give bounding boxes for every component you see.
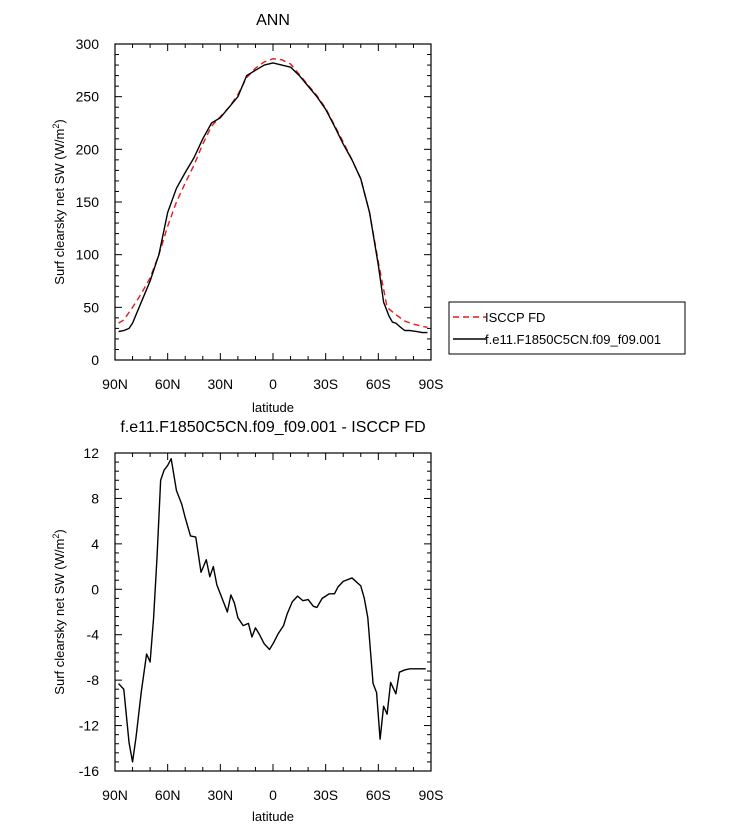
y-tick-label: -4 xyxy=(87,627,100,643)
x-tick-label: 30S xyxy=(313,376,338,392)
x-tick-label: 90S xyxy=(419,376,444,392)
plot-frame xyxy=(114,452,432,772)
legend-label-1: ISCCP FD xyxy=(485,310,545,325)
plot-frame xyxy=(114,43,432,361)
y-tick-label: 250 xyxy=(76,89,100,105)
y-axis-label: Surf clearsky net SW (W/m2) xyxy=(51,119,67,284)
series-line-2 xyxy=(118,62,428,334)
x-tick-label: 60N xyxy=(155,376,181,392)
y-tick-label: -16 xyxy=(79,763,99,779)
x-tick-label: 60N xyxy=(155,787,181,803)
y-axis-label: Surf clearsky net SW (W/m2) xyxy=(51,529,67,694)
chart-title: f.e11.F1850C5CN.f09_f09.001 - ISCCP FD xyxy=(120,419,425,436)
y-axis-label-superscript: 2 xyxy=(51,124,61,129)
x-tick-label: 0 xyxy=(269,787,277,803)
chart-panel-2: f.e11.F1850C5CN.f09_f09.001 - ISCCP FD 90… xyxy=(51,419,443,824)
y-axis-label-main: Surf clearsky net SW (W/m xyxy=(52,129,67,285)
x-axis-label: latitude xyxy=(252,400,294,415)
y-tick-label: 100 xyxy=(76,247,100,263)
y-axis-label-tail: ) xyxy=(52,119,67,123)
y-tick-label: 150 xyxy=(76,194,100,210)
x-tick-label: 30N xyxy=(207,787,233,803)
y-tick-label: 200 xyxy=(76,141,100,157)
x-tick-label: 90N xyxy=(102,787,128,803)
y-axis-label-superscript: 2 xyxy=(51,534,61,539)
x-tick-label: 0 xyxy=(269,376,277,392)
series-line-1 xyxy=(117,457,426,763)
x-tick-label: 90S xyxy=(419,787,444,803)
x-tick-label: 90N xyxy=(102,376,128,392)
y-tick-label: 12 xyxy=(83,445,99,461)
y-tick-label: -8 xyxy=(87,672,100,688)
y-tick-label: -12 xyxy=(79,718,99,734)
x-tick-label: 60S xyxy=(366,787,391,803)
x-axis-label: latitude xyxy=(252,809,294,824)
x-tick-label: 60S xyxy=(366,376,391,392)
chart-title: ANN xyxy=(256,12,290,29)
y-axis-label-tail: ) xyxy=(52,529,67,533)
y-tick-label: 0 xyxy=(91,581,99,597)
x-tick-label: 30S xyxy=(313,787,338,803)
y-axis-label-main: Surf clearsky net SW (W/m xyxy=(52,539,67,695)
y-tick-label: 0 xyxy=(91,352,99,368)
y-tick-label: 50 xyxy=(83,299,99,315)
x-tick-label: 30N xyxy=(207,376,233,392)
y-tick-label: 4 xyxy=(91,536,99,552)
chart-panel-1: ANN 90N 60N 30N 0 30S 60S 90S 0 50 100 150 200 250 300… xyxy=(51,12,686,415)
y-tick-label: 300 xyxy=(76,36,100,52)
y-tick-label: 8 xyxy=(91,490,99,506)
legend-box xyxy=(448,301,686,355)
legend: ISCCP FD f.e11.F1850C5CN.f09_f09.001 xyxy=(448,301,686,355)
legend-label-2: f.e11.F1850C5CN.f09_f09.001 xyxy=(485,332,661,347)
